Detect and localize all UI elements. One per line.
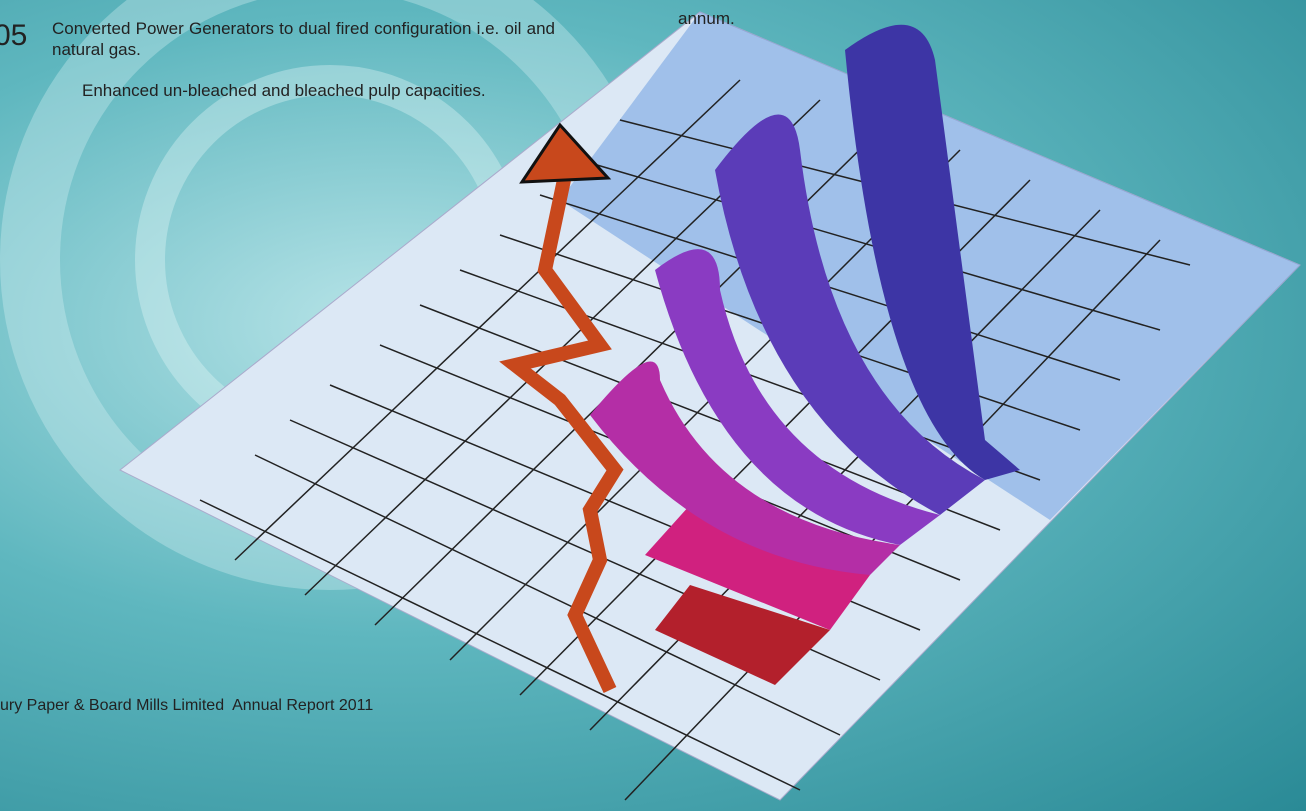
item-body: Converted Power Generators to dual fired… [52, 18, 555, 121]
paragraph: Enhanced un-bleached and bleached pulp c… [82, 81, 486, 100]
bar-2003 [655, 249, 940, 545]
item-number: 05 [0, 19, 28, 52]
bar-1999 [590, 361, 900, 575]
arrow-head [519, 122, 612, 184]
header-fragment: annum. [678, 9, 735, 28]
x-axis [199, 499, 801, 791]
growth-arrow [499, 173, 624, 693]
footer: ury Paper & Board Mills Limited Annual R… [0, 697, 374, 714]
bar-2009 [845, 24, 1020, 481]
paragraph: Converted Power Generators to dual fired… [52, 19, 555, 59]
bar-1997 [645, 505, 870, 630]
bar-2006 [715, 114, 985, 515]
bar-1990 [655, 585, 830, 685]
